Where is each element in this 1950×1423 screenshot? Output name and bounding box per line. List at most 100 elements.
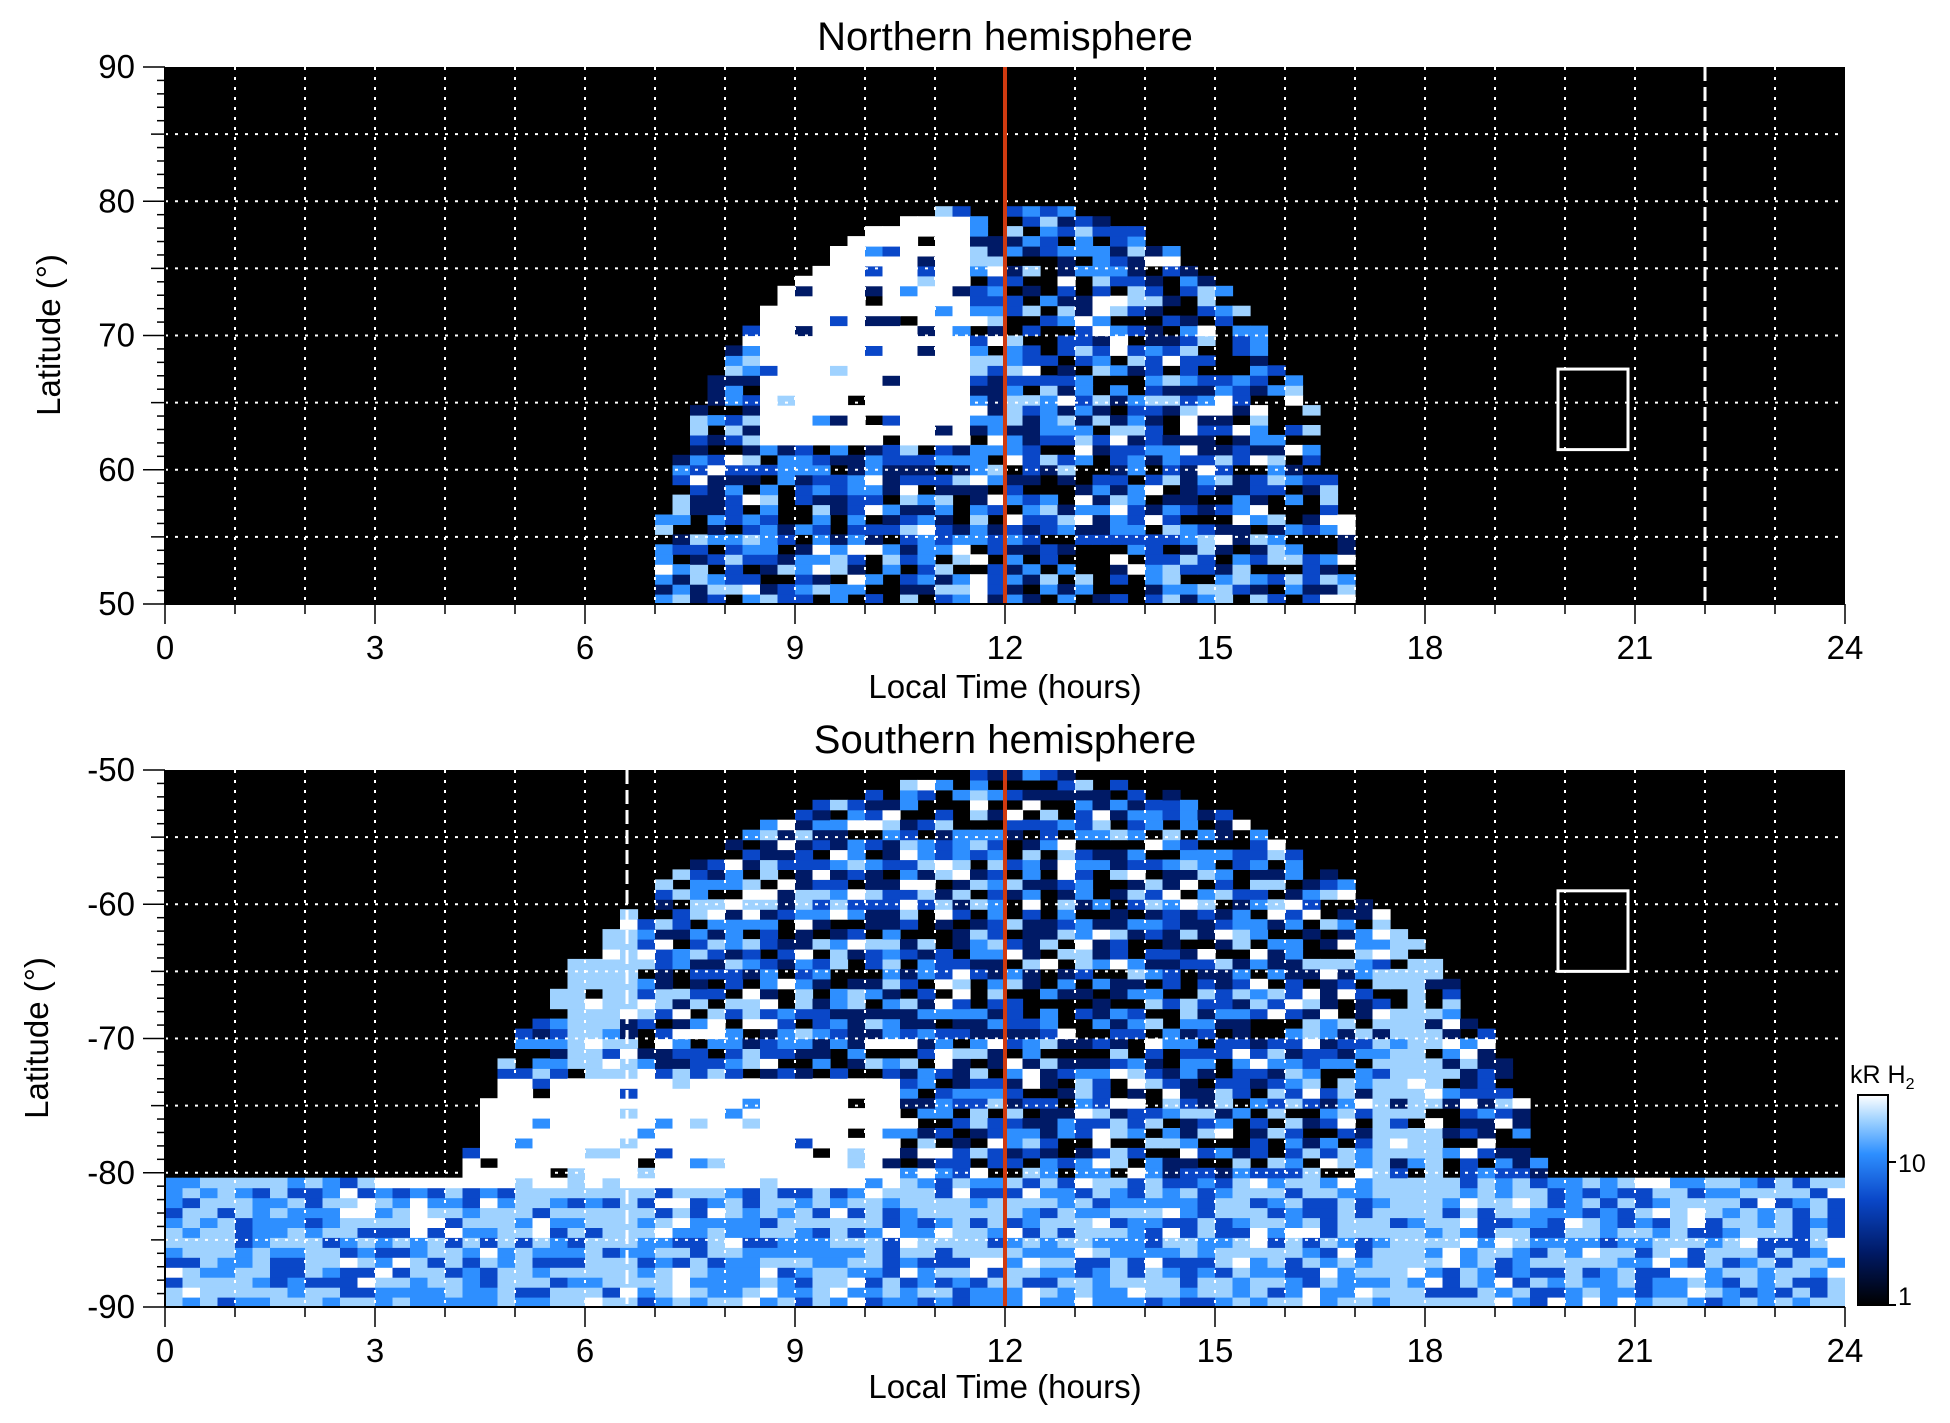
heatmap-cell bbox=[970, 464, 989, 476]
heatmap-cell bbox=[1197, 1207, 1216, 1219]
heatmap-cell bbox=[567, 1058, 586, 1069]
heatmap-cell bbox=[1390, 1177, 1409, 1189]
heatmap-cell bbox=[1320, 1237, 1339, 1248]
heatmap-cell bbox=[1040, 789, 1059, 801]
heatmap-cell bbox=[480, 1137, 499, 1149]
heatmap-cell bbox=[655, 1257, 674, 1268]
heatmap-cell bbox=[900, 285, 919, 297]
heatmap-cell bbox=[1652, 1257, 1671, 1268]
heatmap-cell bbox=[1022, 395, 1041, 406]
heatmap-cell bbox=[987, 829, 1006, 841]
heatmap-cell bbox=[1127, 1237, 1146, 1248]
heatmap-cell bbox=[1495, 1267, 1514, 1278]
heatmap-cell bbox=[882, 1167, 901, 1179]
heatmap-cell bbox=[357, 1257, 376, 1268]
heatmap-cell bbox=[602, 949, 621, 960]
heatmap-cell bbox=[742, 998, 761, 1010]
heatmap-cell bbox=[655, 968, 674, 980]
heatmap-cell bbox=[1285, 998, 1304, 1010]
heatmap-cell bbox=[585, 1247, 604, 1258]
heatmap-cell bbox=[987, 405, 1006, 416]
heatmap-cell bbox=[952, 484, 971, 496]
heatmap-cell bbox=[1617, 1297, 1636, 1307]
heatmap-cell bbox=[1547, 1257, 1566, 1268]
heatmap-cell bbox=[1425, 1297, 1444, 1307]
heatmap-cell bbox=[812, 464, 831, 476]
heatmap-cell bbox=[1267, 1177, 1286, 1189]
heatmap-cell bbox=[1145, 355, 1164, 366]
x-tick-label: 15 bbox=[1197, 1332, 1234, 1369]
heatmap-cell bbox=[1232, 1068, 1251, 1079]
heatmap-cell bbox=[602, 1187, 621, 1199]
heatmap-cell bbox=[1180, 1128, 1199, 1139]
heatmap-cell bbox=[1425, 1187, 1444, 1199]
heatmap-cell bbox=[1145, 879, 1164, 890]
heatmap-cell bbox=[812, 335, 831, 346]
heatmap-cell bbox=[760, 919, 779, 930]
heatmap-cell bbox=[1127, 395, 1146, 406]
heatmap-cell bbox=[672, 1048, 691, 1059]
heatmap-cell bbox=[900, 829, 919, 841]
heatmap-cell bbox=[1127, 544, 1146, 555]
heatmap-cell bbox=[952, 789, 971, 801]
heatmap-cell bbox=[1040, 1108, 1059, 1119]
heatmap-cell bbox=[882, 1108, 901, 1119]
heatmap-cell bbox=[602, 1157, 621, 1169]
heatmap-cell bbox=[1705, 1257, 1724, 1268]
heatmap-cell bbox=[1792, 1217, 1811, 1228]
heatmap-cell bbox=[847, 998, 866, 1010]
heatmap-cell bbox=[795, 909, 814, 920]
heatmap-cell bbox=[900, 1237, 919, 1248]
heatmap-cell bbox=[515, 1277, 534, 1288]
heatmap-cell bbox=[585, 1227, 604, 1238]
heatmap-cell bbox=[690, 454, 709, 466]
heatmap-cell bbox=[970, 799, 989, 811]
heatmap-cell bbox=[1180, 1098, 1199, 1109]
heatmap-cell bbox=[1232, 1078, 1251, 1089]
heatmap-cell bbox=[917, 988, 936, 1000]
heatmap-cell bbox=[1705, 1207, 1724, 1219]
heatmap-cell bbox=[1162, 345, 1181, 356]
heatmap-cell bbox=[1320, 1048, 1339, 1059]
heatmap-cell bbox=[1022, 1267, 1041, 1278]
heatmap-cell bbox=[812, 484, 831, 496]
heatmap-cell bbox=[305, 1297, 324, 1307]
heatmap-cell bbox=[970, 849, 989, 861]
heatmap-cell bbox=[1320, 1018, 1339, 1030]
heatmap-cell bbox=[900, 464, 919, 476]
heatmap-cell bbox=[970, 1277, 989, 1288]
heatmap-cell bbox=[1197, 295, 1216, 307]
heatmap-cell bbox=[742, 849, 761, 861]
heatmap-cell bbox=[1687, 1217, 1706, 1228]
heatmap-cell bbox=[357, 1187, 376, 1199]
heatmap-cell bbox=[952, 584, 971, 595]
heatmap-cell bbox=[497, 1267, 516, 1278]
heatmap-cell bbox=[462, 1217, 481, 1228]
heatmap-cell bbox=[690, 988, 709, 1000]
heatmap-cell bbox=[917, 554, 936, 565]
heatmap-cell bbox=[935, 889, 954, 900]
heatmap-cell bbox=[830, 325, 849, 337]
heatmap-cell bbox=[1250, 1058, 1269, 1069]
heatmap-cell bbox=[1075, 1177, 1094, 1189]
heatmap-cell bbox=[865, 1058, 884, 1069]
heatmap-cell bbox=[1407, 1088, 1426, 1099]
heatmap-cell bbox=[375, 1187, 394, 1199]
heatmap-cell bbox=[1005, 375, 1024, 386]
heatmap-cell bbox=[777, 1088, 796, 1099]
heatmap-cell bbox=[1127, 325, 1146, 337]
heatmap-cell bbox=[1267, 1247, 1286, 1258]
heatmap-cell bbox=[1302, 1078, 1321, 1089]
heatmap-cell bbox=[1775, 1217, 1794, 1228]
heatmap-cell bbox=[515, 1267, 534, 1278]
heatmap-cell bbox=[1145, 1177, 1164, 1189]
heatmap-cell bbox=[620, 1078, 639, 1089]
heatmap-cell bbox=[795, 564, 814, 575]
heatmap-cell bbox=[1022, 909, 1041, 920]
heatmap-cell bbox=[1337, 1247, 1356, 1258]
heatmap-cell bbox=[707, 584, 726, 595]
heatmap-cell bbox=[1057, 315, 1076, 327]
heatmap-cell bbox=[742, 1197, 761, 1209]
heatmap-cell bbox=[970, 1257, 989, 1268]
heatmap-cell bbox=[637, 1247, 656, 1258]
